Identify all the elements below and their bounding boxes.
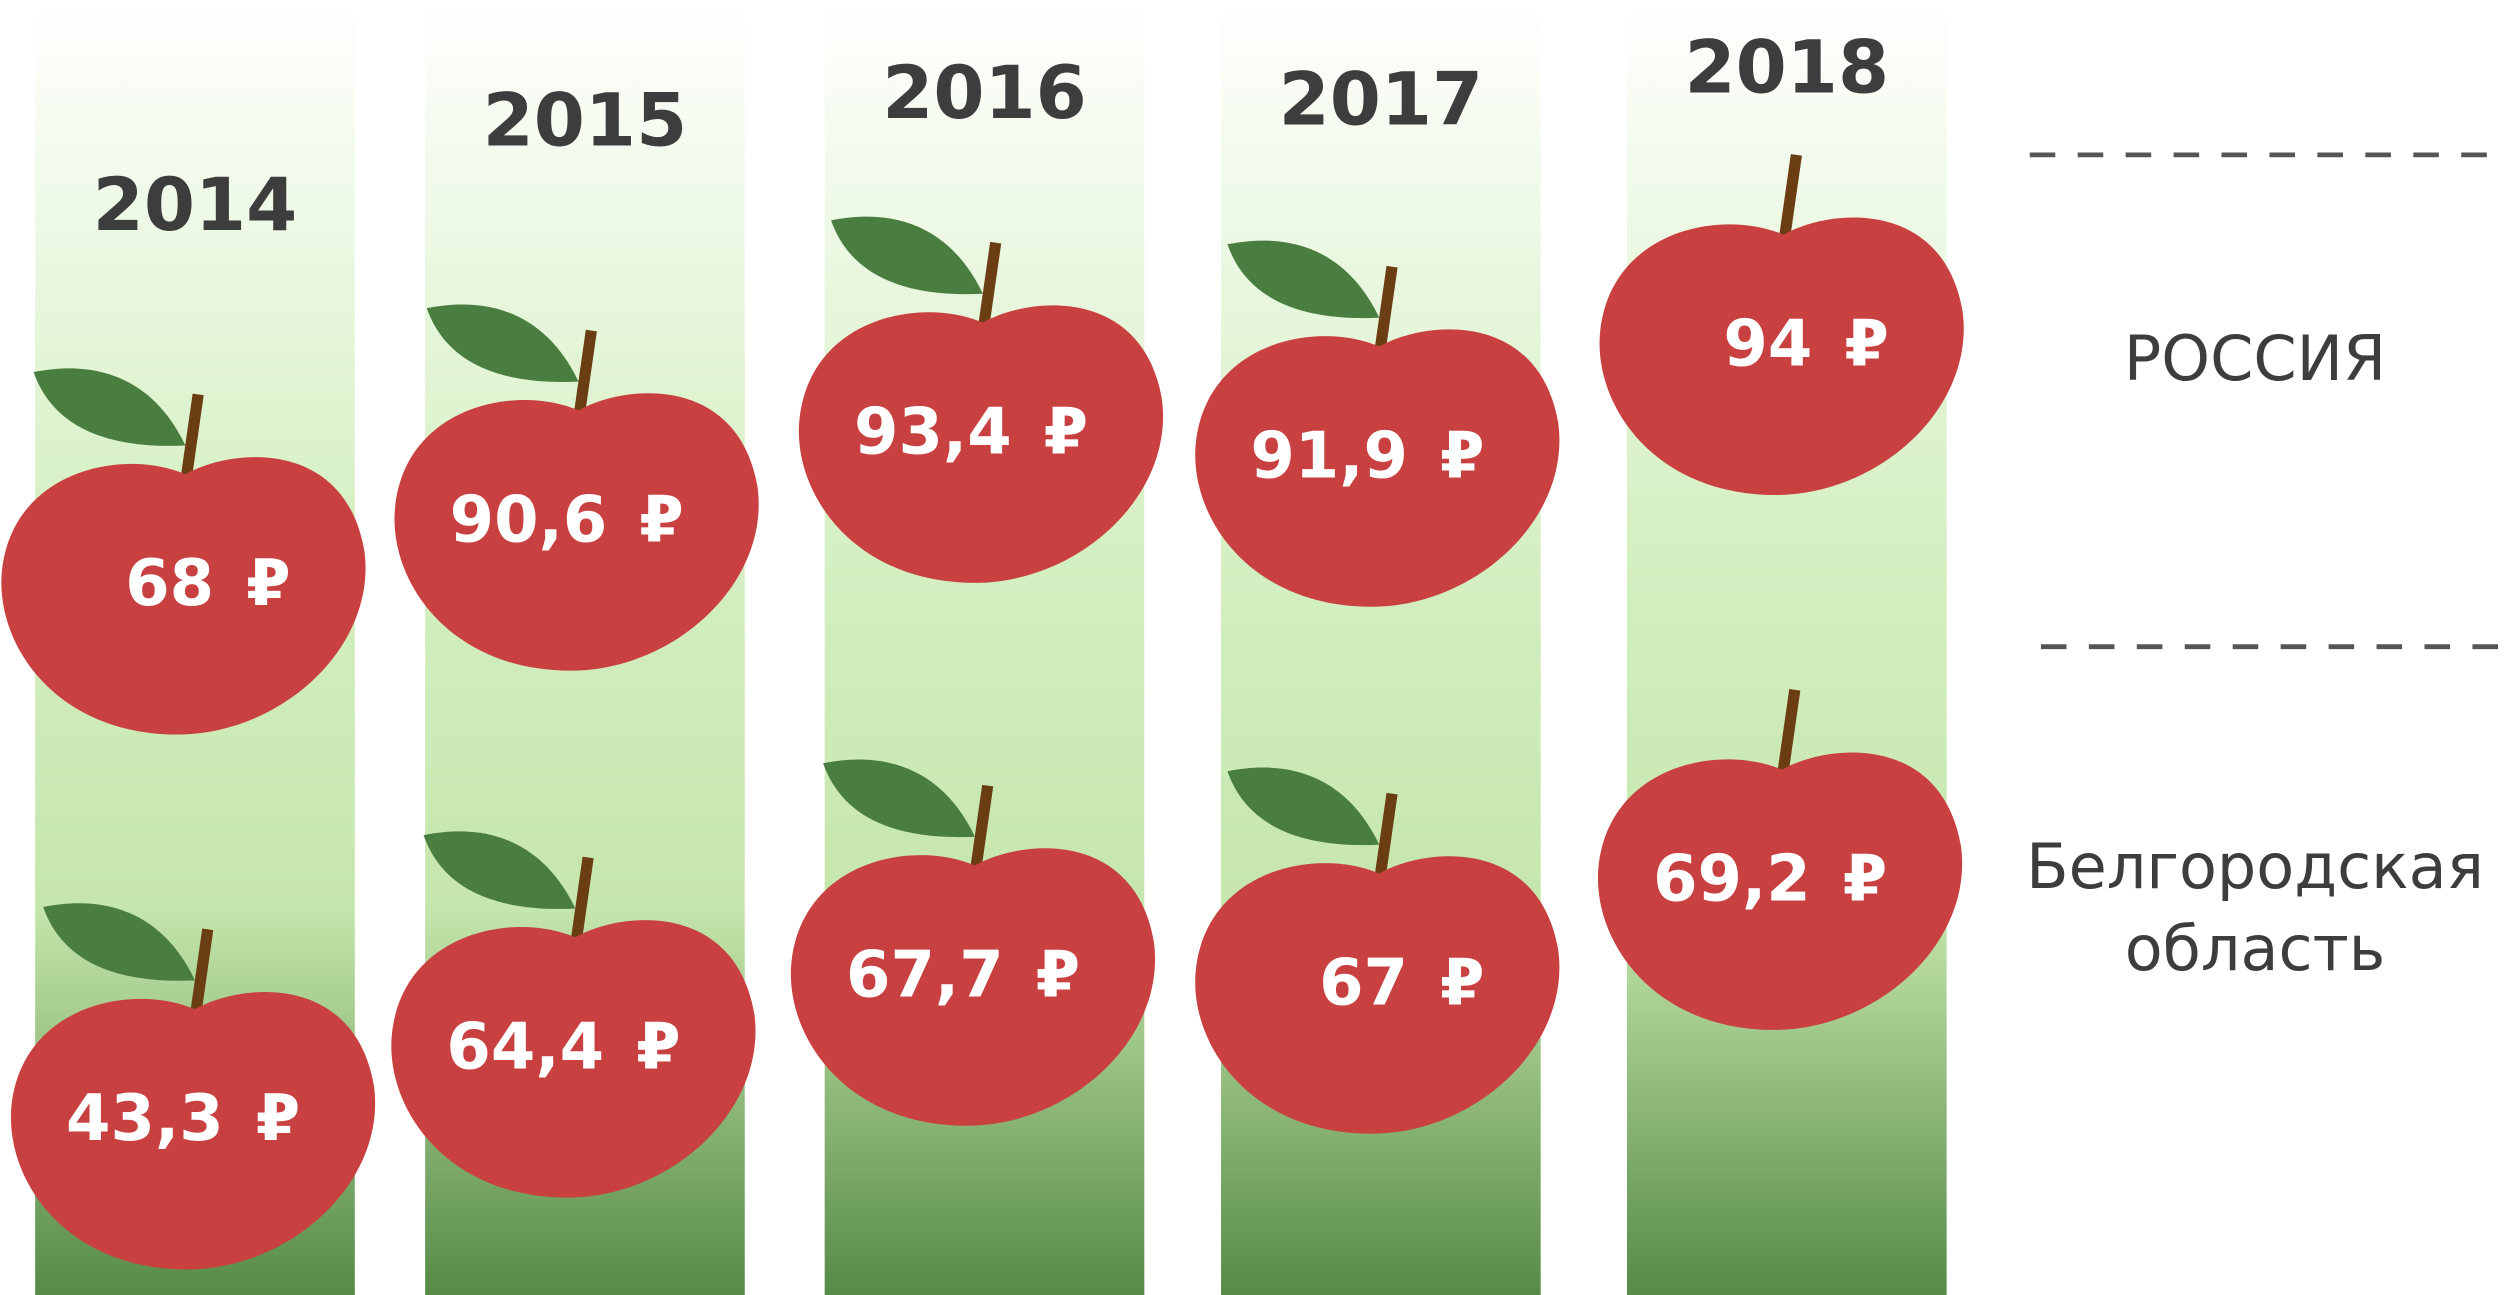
series-name: РОССИЯ	[2123, 322, 2387, 395]
apple-stem	[1373, 265, 1398, 357]
year-label: 2018	[1685, 26, 1890, 111]
year-label: 2014	[93, 163, 298, 248]
apple-leaf	[1227, 767, 1380, 846]
apple	[394, 393, 759, 671]
year-label: 2017	[1279, 58, 1484, 143]
value-label: 94	[1723, 308, 1812, 382]
value-label: 67,7	[846, 938, 1004, 1012]
apple-stem	[977, 241, 1002, 333]
apple: 94 ₽	[1599, 154, 1964, 496]
apple-stem	[569, 856, 594, 948]
apple	[1195, 856, 1560, 1134]
value-label: 69,2	[1653, 843, 1811, 917]
currency: ₽	[1440, 419, 1484, 493]
value-label: 68	[125, 547, 214, 621]
value-label: 91,9	[1250, 419, 1408, 493]
apple-leaf	[831, 216, 983, 295]
apple	[1, 457, 366, 735]
apple-leaf	[43, 903, 195, 981]
apple	[1195, 329, 1560, 607]
apple: 43,3 ₽	[10, 903, 376, 1270]
apple-stem	[1776, 689, 1801, 781]
currency: ₽	[246, 547, 290, 621]
apple	[798, 305, 1164, 583]
apple: 68 ₽	[1, 368, 366, 735]
currency: ₽	[639, 483, 683, 557]
currency: ₽	[1844, 308, 1888, 382]
currency: ₽	[1440, 946, 1484, 1020]
currency: ₽	[636, 1010, 680, 1084]
value-label: 64,4	[446, 1010, 604, 1084]
apple: 64,4 ₽	[391, 831, 756, 1198]
apple-leaf	[423, 831, 576, 909]
apple-leaf	[823, 759, 975, 838]
apple-stem	[1778, 154, 1802, 246]
apple	[790, 848, 1156, 1126]
currency: ₽	[256, 1082, 300, 1156]
apple-stem	[969, 784, 994, 876]
series-name: Белгородская область	[2026, 830, 2484, 985]
apple: 67,7 ₽	[790, 759, 1156, 1126]
apple-stem	[573, 329, 597, 421]
apple	[391, 920, 756, 1198]
apple-leaf	[1227, 240, 1380, 319]
value-label: 93,4	[854, 396, 1012, 470]
apple-stem	[179, 393, 204, 485]
apple: 91,9 ₽	[1195, 240, 1560, 607]
apple: 69,2 ₽	[1597, 689, 1963, 1030]
year-label: 2015	[483, 78, 688, 163]
currency: ₽	[1843, 843, 1887, 917]
apple-stem	[1373, 792, 1398, 884]
apple	[1599, 217, 1964, 496]
value-label: 67	[1319, 946, 1408, 1020]
year-label: 2016	[882, 51, 1087, 136]
currency: ₽	[1044, 396, 1088, 470]
apple: 93,4 ₽	[798, 216, 1164, 583]
currency: ₽	[1036, 938, 1080, 1012]
apple-stem	[189, 928, 214, 1020]
apple	[1597, 752, 1963, 1030]
apple	[10, 991, 376, 1270]
apple: 90,6 ₽	[394, 304, 759, 671]
apple-leaf	[426, 304, 579, 382]
apple-leaf	[33, 368, 186, 446]
apple: 67 ₽	[1195, 767, 1560, 1134]
value-label: 90,6	[450, 483, 608, 557]
value-label: 43,3	[66, 1082, 224, 1156]
